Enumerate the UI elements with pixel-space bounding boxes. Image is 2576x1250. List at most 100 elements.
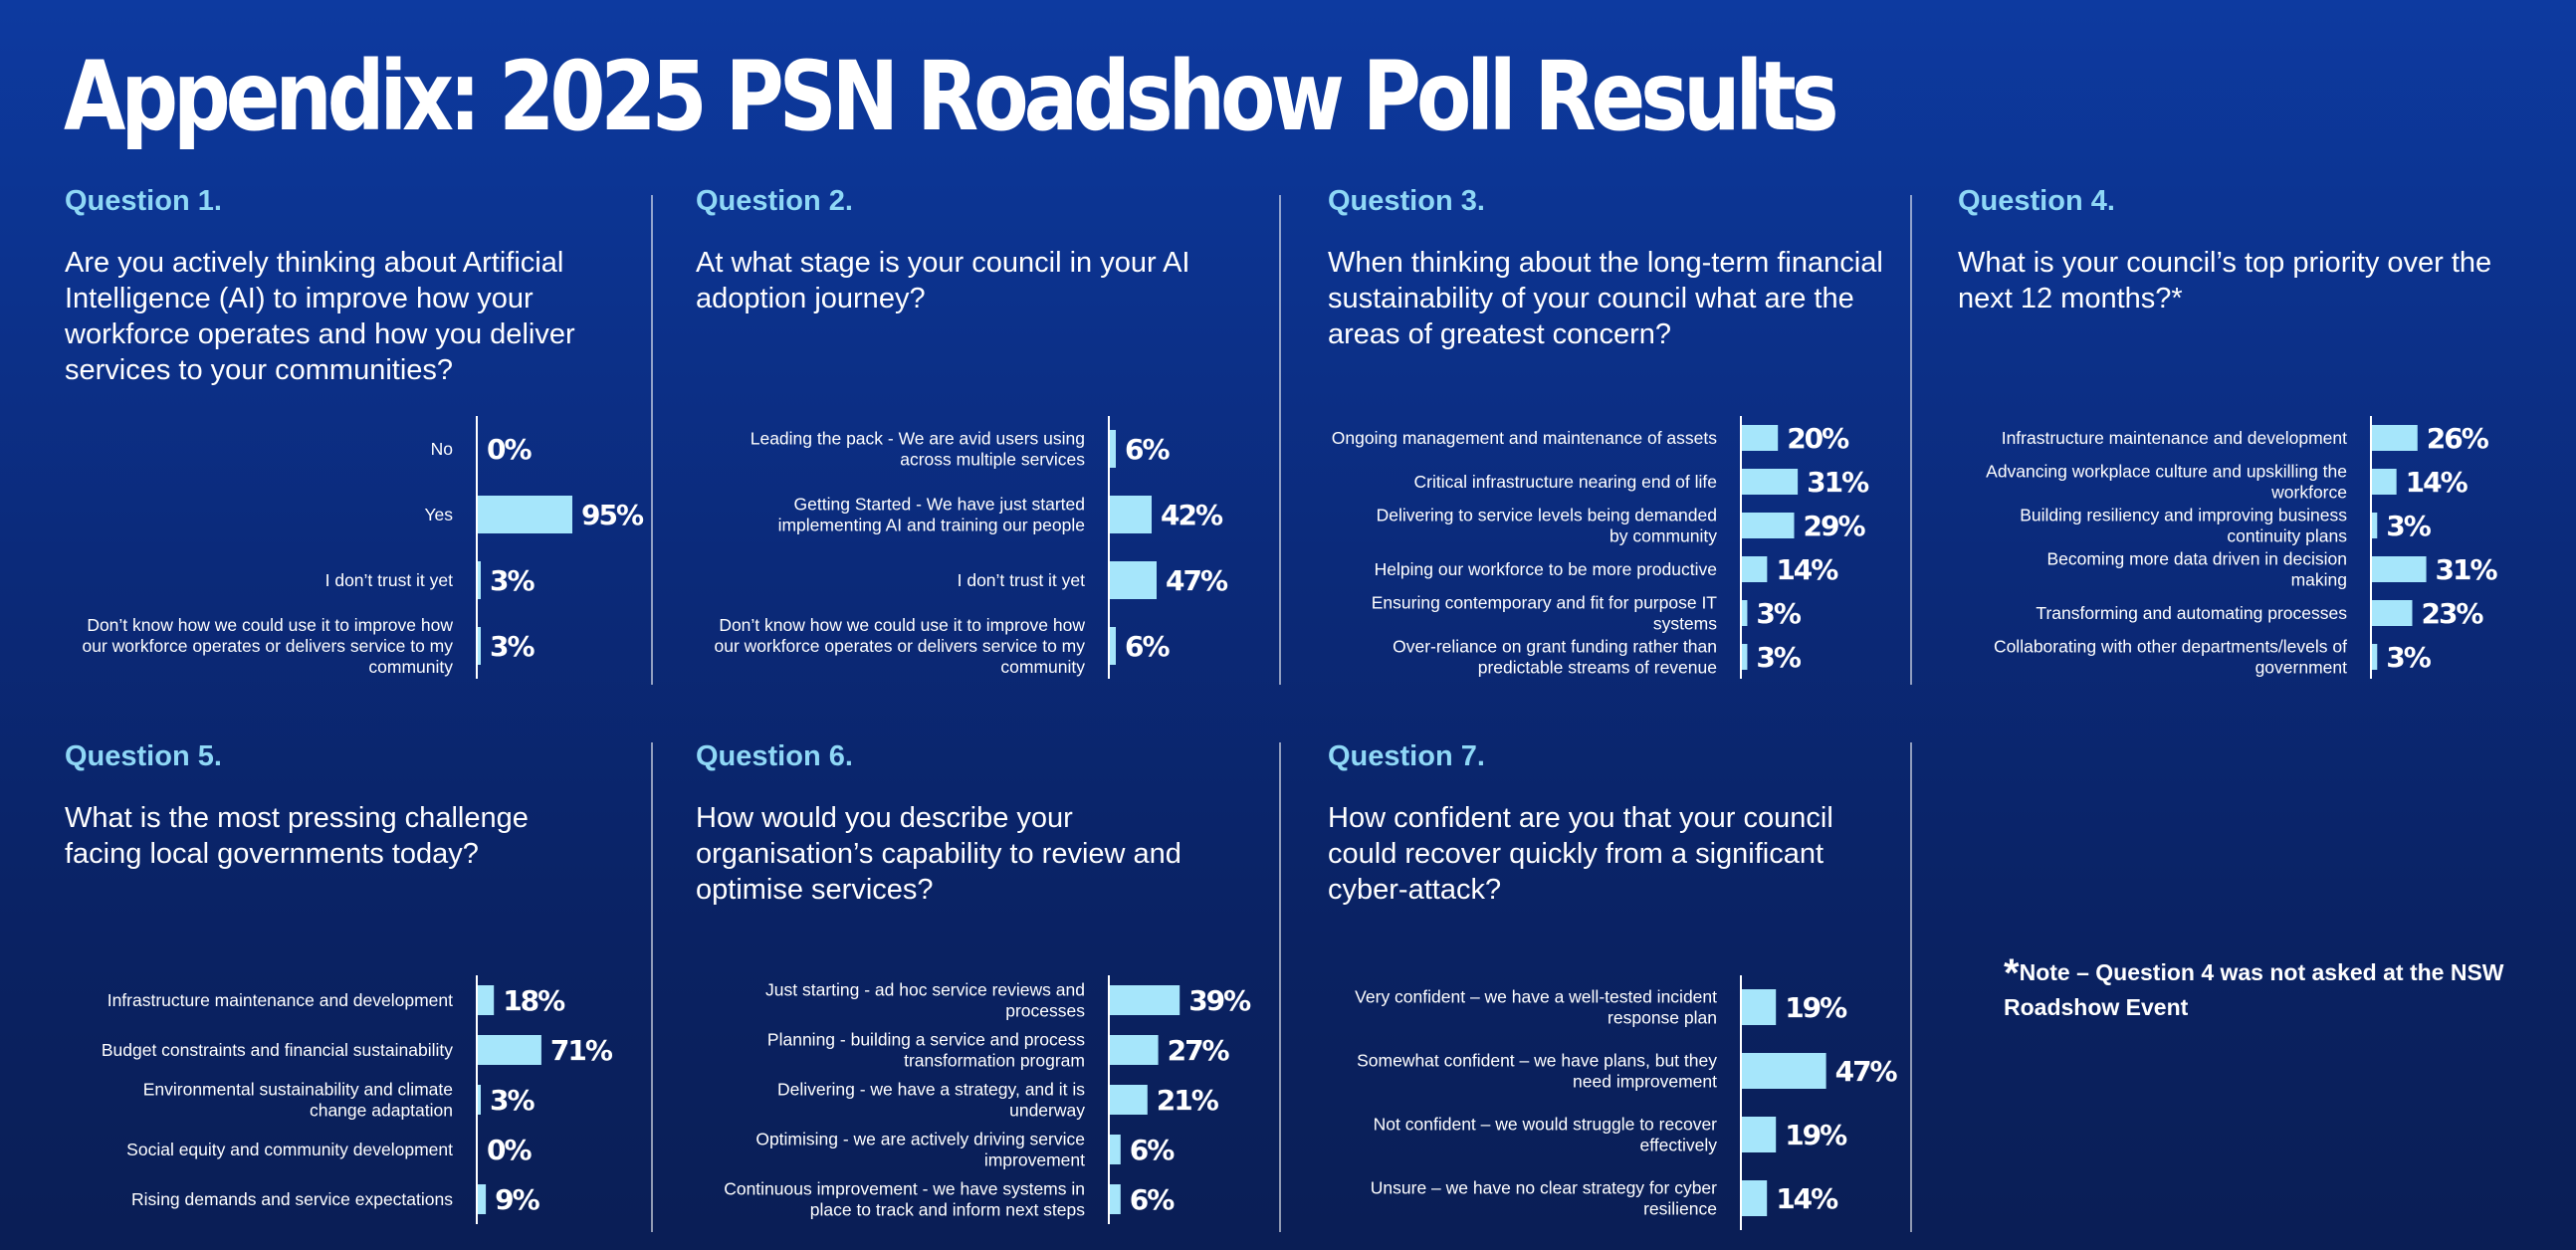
question-text: How confident are you that your council …	[1328, 802, 1833, 906]
chart-bar	[2372, 556, 2427, 582]
category-label: I don’t trust it yet	[325, 570, 454, 590]
category-label: Social equity and community development	[126, 1140, 453, 1159]
chart-bar	[1110, 1085, 1148, 1115]
chart-bar	[1742, 989, 1777, 1025]
chart-bar	[478, 1035, 541, 1065]
chart-bar	[478, 627, 481, 665]
category-label: Infrastructure maintenance and developme…	[2002, 428, 2347, 448]
chart-bar	[1742, 600, 1748, 626]
data-label: 20%	[1787, 422, 1849, 455]
data-label: 31%	[2436, 553, 2498, 586]
category-label: Building resiliency and improving busine…	[2020, 506, 2347, 546]
chart-bar	[2372, 469, 2397, 495]
category-label: Collaborating with other departments/lev…	[1994, 637, 2347, 678]
question-6-panel: Question 6. How would you describe your …	[696, 740, 1253, 1238]
data-label: 3%	[490, 630, 535, 663]
question-2-panel: Question 2. At what stage is your counci…	[696, 185, 1253, 683]
category-label: Yes	[424, 505, 453, 524]
category-label: Don’t know how we could use it to improv…	[715, 615, 1086, 677]
chart-bar	[1110, 496, 1152, 533]
category-label: Just starting - ad hoc service reviews a…	[765, 980, 1085, 1021]
data-label: 0%	[487, 1134, 532, 1166]
data-label: 19%	[1785, 1119, 1847, 1151]
data-label: 6%	[1130, 1183, 1175, 1216]
question-label: Question 4.	[1958, 185, 2115, 217]
data-label: 21%	[1157, 1084, 1219, 1117]
category-label: Optimising - we are actively driving ser…	[755, 1130, 1085, 1170]
question-label: Question 7.	[1328, 740, 1485, 772]
category-label: Continuous improvement - we have systems…	[724, 1179, 1085, 1220]
chart-bar	[478, 1085, 481, 1115]
data-label: 3%	[1756, 597, 1801, 630]
data-label: 95%	[581, 499, 644, 531]
chart-bar	[1742, 1117, 1777, 1152]
footnote-star: *	[2004, 951, 2020, 995]
question-label: Question 5.	[65, 740, 222, 772]
chart-bar	[2372, 600, 2413, 626]
page-title: Appendix: 2025 PSN Roadshow Poll Results	[64, 41, 1839, 152]
column-divider	[651, 742, 653, 1232]
question-7-panel: Question 7. How confident are you that y…	[1328, 740, 1885, 1238]
data-label: 3%	[2386, 510, 2431, 542]
footnote: *Note – Question 4 was not asked at the …	[2004, 953, 2521, 1024]
column-divider	[1910, 195, 1912, 685]
chart-bar	[478, 1184, 487, 1214]
chart-bar	[2372, 513, 2378, 538]
category-label: Budget constraints and financial sustain…	[102, 1040, 453, 1060]
data-label: 26%	[2427, 422, 2489, 455]
category-label: Helping our workforce to be more product…	[1375, 559, 1717, 579]
question-text: How would you describe your organisation…	[696, 802, 1181, 906]
column-divider	[1279, 195, 1281, 685]
data-label: 31%	[1807, 466, 1869, 499]
data-label: 3%	[2386, 641, 2431, 674]
data-label: 6%	[1130, 1134, 1175, 1166]
category-label: Infrastructure maintenance and developme…	[107, 990, 453, 1010]
question-5-panel: Question 5. What is the most pressing ch…	[65, 740, 622, 1238]
data-label: 14%	[1776, 1182, 1838, 1215]
data-label: 0%	[487, 433, 532, 466]
data-label: 47%	[1166, 564, 1228, 597]
category-label: Environmental sustainability and climate…	[143, 1080, 453, 1121]
data-label: 9%	[495, 1183, 539, 1216]
category-label: Transforming and automating processes	[2036, 603, 2347, 623]
chart-bar	[1110, 1035, 1159, 1065]
question-text: When thinking about the long-term financ…	[1328, 247, 1883, 350]
chart-bar	[1110, 561, 1157, 599]
question-label: Question 1.	[65, 185, 222, 217]
chart-bar	[1742, 469, 1799, 495]
question-text: What is your council’s top priority over…	[1958, 247, 2492, 314]
data-label: 18%	[503, 984, 565, 1017]
question-1-panel: Question 1. Are you actively thinking ab…	[65, 185, 622, 683]
question-label: Question 3.	[1328, 185, 1485, 217]
category-label: Critical infrastructure nearing end of l…	[1414, 472, 1717, 492]
category-label: Don’t know how we could use it to improv…	[83, 615, 454, 677]
category-label: Becoming more data driven in decision mak…	[2046, 549, 2347, 590]
column-divider	[1910, 742, 1912, 1232]
category-label: No	[431, 439, 453, 459]
category-label: Over-reliance on grant funding rather th…	[1393, 637, 1717, 678]
chart-bar	[2372, 425, 2418, 451]
category-label: Very confident – we have a well-tested i…	[1355, 987, 1717, 1028]
data-label: 47%	[1835, 1055, 1898, 1088]
data-label: 6%	[1125, 433, 1170, 466]
data-label: 27%	[1168, 1034, 1230, 1067]
data-label: 39%	[1188, 984, 1251, 1017]
chart-bar	[1110, 430, 1116, 468]
column-divider	[651, 195, 653, 685]
category-label: Getting Started - We have just started im…	[778, 495, 1085, 535]
data-label: 71%	[550, 1034, 613, 1067]
data-label: 23%	[2421, 597, 2483, 630]
data-label: 6%	[1125, 630, 1170, 663]
chart-bar	[478, 985, 495, 1015]
category-label: Somewhat confident – we have plans, but …	[1357, 1051, 1717, 1092]
chart-bar	[1742, 556, 1768, 582]
category-label: Advancing workplace culture and upskilli…	[1986, 462, 2347, 503]
chart-bar	[1742, 1180, 1768, 1216]
category-label: Unsure – we have no clear strategy for c…	[1371, 1178, 1717, 1219]
chart-bar	[1110, 1135, 1121, 1164]
data-label: 3%	[1756, 641, 1801, 674]
